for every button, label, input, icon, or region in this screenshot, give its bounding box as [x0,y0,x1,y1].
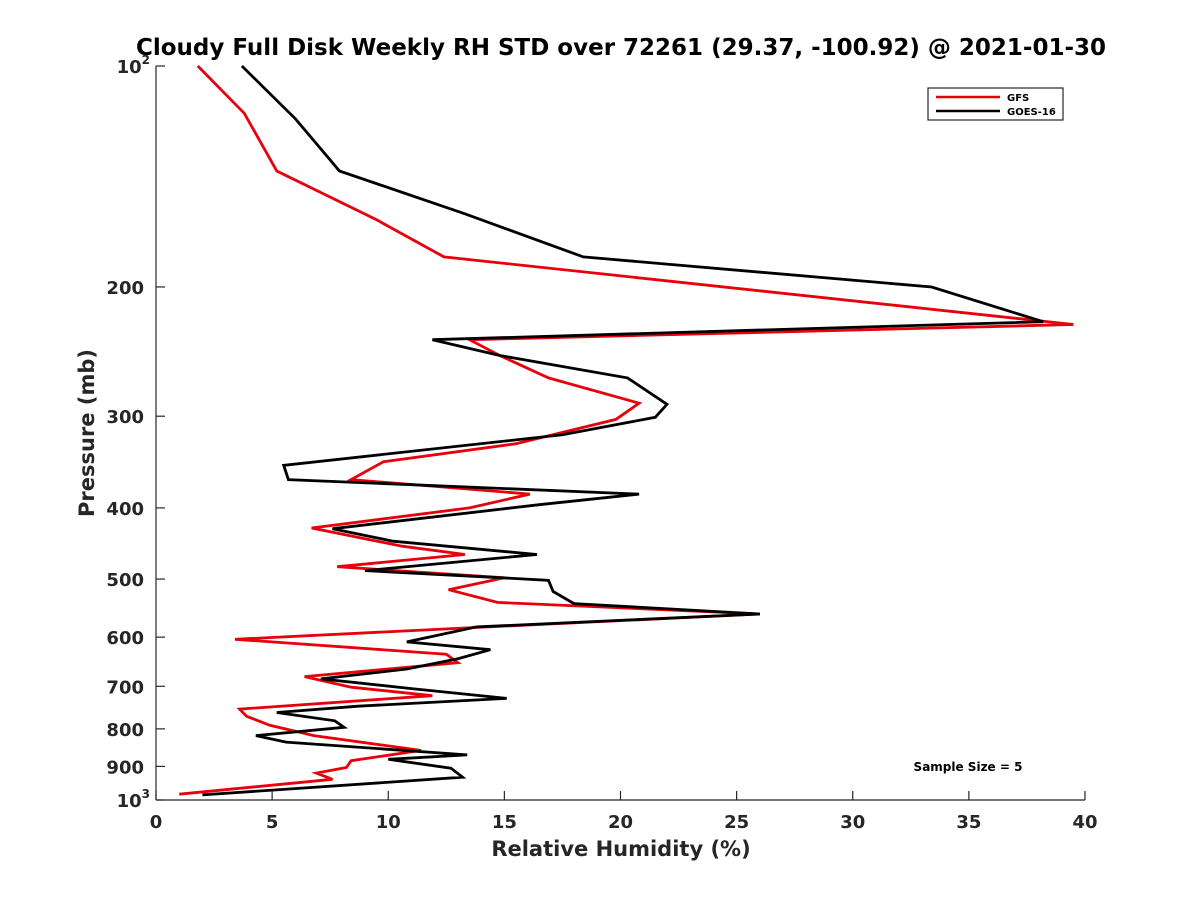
y-tick-label: 200 [106,278,144,299]
x-tick-label: 10 [376,812,401,833]
y-tick-label: 400 [106,499,144,520]
y-axis-ticks: 102 200 300 400 500 600 700 800 900 103 [106,53,165,812]
x-tick-label: 35 [956,812,981,833]
y-tick-label: 600 [106,628,144,649]
x-axis-ticks: 0 5 10 15 20 25 30 35 40 [150,791,1098,833]
legend-label: GFS [1007,93,1029,104]
y-tick-label: 103 [117,787,150,812]
legend-box [927,87,1064,121]
y-tick-label: 900 [106,757,144,778]
y-tick-label: 500 [106,570,144,591]
plot-area [155,66,1085,801]
x-tick-label: 0 [150,812,163,833]
x-tick-label: 15 [492,812,517,833]
chart-title: Cloudy Full Disk Weekly RH STD over 7226… [136,35,1106,61]
legend: GFS GOES-16 [927,87,1064,121]
legend-label: GOES-16 [1007,107,1056,118]
x-tick-label: 40 [1072,812,1097,833]
series-line-gfs [179,65,1074,796]
sample-size-annotation: Sample Size = 5 [914,760,1023,774]
x-tick-label: 30 [840,812,865,833]
y-axis-label: Pressure (mb) [75,349,99,517]
series-line-goes-16 [202,65,1044,797]
y-tick-label: 300 [106,407,144,428]
x-tick-label: 5 [266,812,279,833]
y-tick-label: 800 [106,720,144,741]
series-layer [179,65,1074,797]
x-axis-label: Relative Humidity (%) [491,837,750,861]
y-tick-label: 700 [106,677,144,698]
x-tick-label: 25 [724,812,749,833]
y-tick-label: 102 [117,53,150,78]
x-tick-label: 20 [608,812,633,833]
